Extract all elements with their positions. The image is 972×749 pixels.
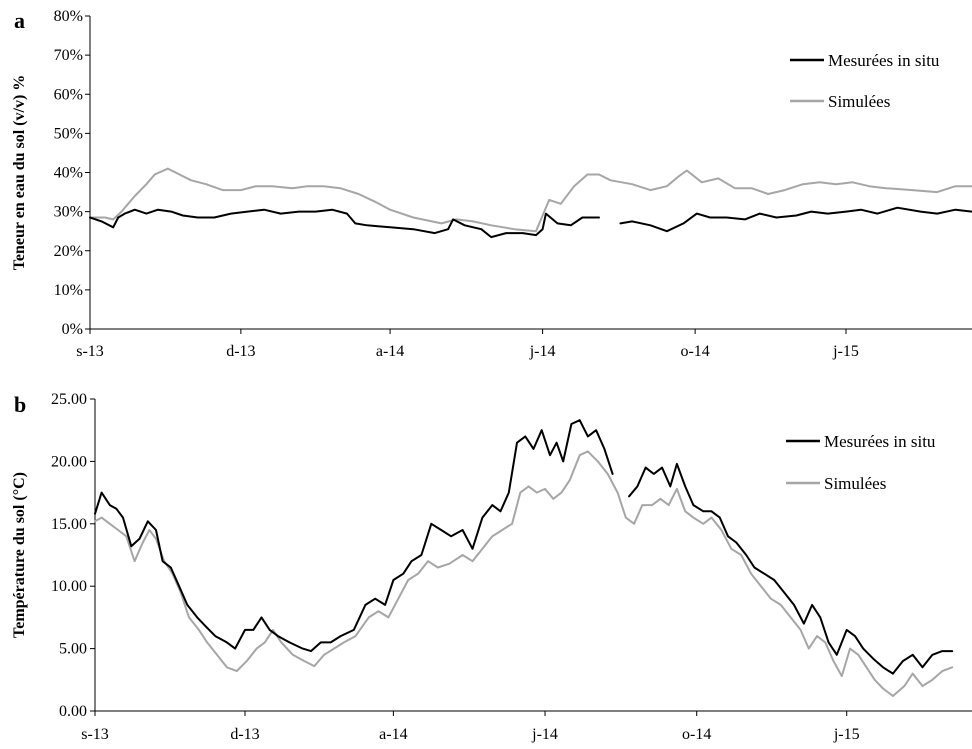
y-tick-label: 30% [54, 204, 83, 221]
y-tick-label: 25.00 [51, 391, 87, 408]
y-tick-label: 60% [54, 86, 83, 103]
series-simulated [90, 169, 972, 232]
series-line [629, 464, 952, 674]
y-tick-label: 20.00 [51, 453, 87, 470]
legend-label: Simulées [828, 92, 890, 111]
series-line [90, 210, 599, 237]
x-tick-label: j-15 [833, 726, 860, 743]
y-axis-title: Température du sol (°C) [11, 472, 28, 638]
y-tick-label: 0.00 [59, 703, 87, 720]
series-line [90, 169, 972, 232]
panel-a: 0% 10% 20% 30% 40% 50% 60% 70% 80% s-13 d-13 a-14 j-… [11, 8, 972, 360]
x-tick-label: j-14 [529, 343, 556, 360]
x-tick-label: j-14 [531, 726, 558, 743]
panel-b: 0.00 5.00 10.00 15.00 20.00 25.00 s-13 d-13 a-14… [11, 391, 972, 743]
x-tick-label: o-14 [680, 343, 709, 360]
legend: Mesurées in situ Simulées [790, 51, 940, 111]
y-tick-label: 0% [62, 321, 83, 338]
legend-label: Mesurées in situ [828, 51, 940, 70]
legend: Mesurées in situ Simulées [786, 432, 936, 493]
legend-label: Simulées [824, 474, 886, 493]
x-tick-label: j-15 [832, 343, 859, 360]
series-line [95, 420, 613, 651]
x-tick-label: o-14 [682, 726, 711, 743]
x-tick-label: s-13 [76, 343, 104, 360]
y-tick-label: 80% [54, 8, 83, 25]
series-line [621, 208, 972, 232]
x-tick-label: s-13 [81, 726, 109, 743]
series-measured [90, 208, 972, 237]
legend-label: Mesurées in situ [824, 432, 936, 451]
panel-label: b [14, 392, 26, 417]
y-tick-label: 50% [54, 125, 83, 142]
x-tick-label: d-13 [226, 343, 255, 360]
panel-label: a [14, 8, 25, 33]
y-tick-label: 10.00 [51, 578, 87, 595]
y-tick-label: 40% [54, 165, 83, 182]
x-tick-label: a-14 [379, 726, 407, 743]
y-tick-label: 15.00 [51, 516, 87, 533]
y-tick-label: 70% [54, 47, 83, 64]
y-tick-label: 10% [54, 282, 83, 299]
y-tick-label: 20% [54, 243, 83, 260]
x-tick-label: a-14 [376, 343, 404, 360]
series-measured [95, 420, 952, 673]
y-tick-label: 5.00 [59, 641, 87, 658]
x-tick-label: d-13 [230, 726, 259, 743]
y-axis-title: Teneur en eau du sol (v/v) % [11, 75, 28, 271]
